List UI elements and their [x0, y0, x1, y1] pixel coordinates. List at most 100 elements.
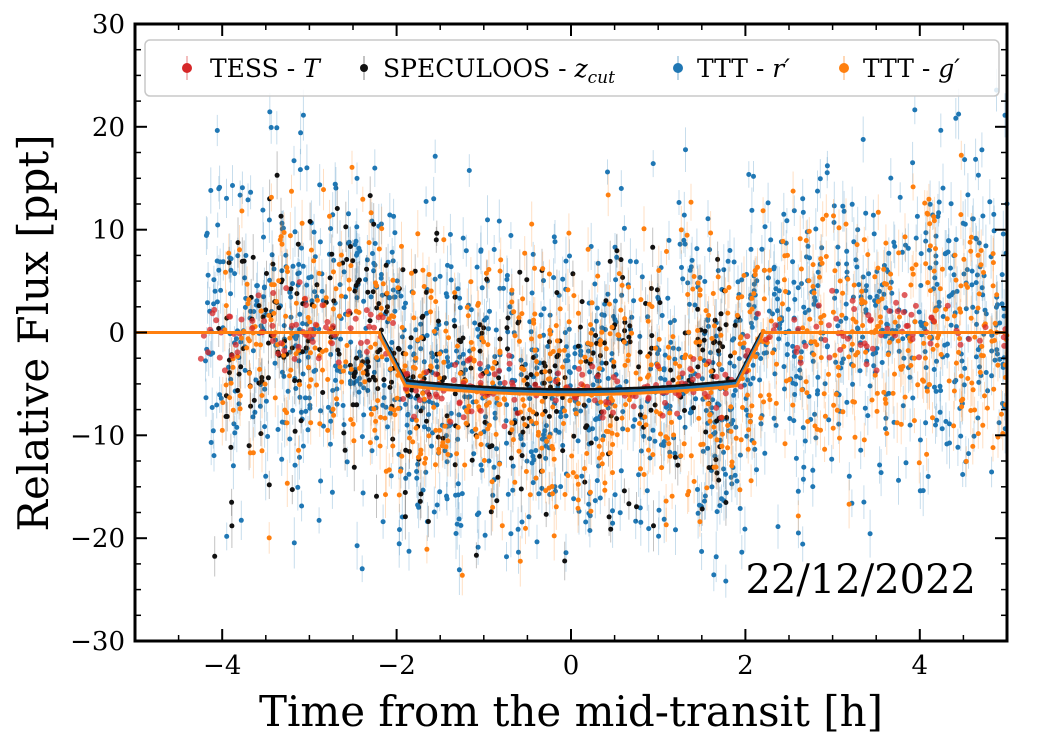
ttt-r-point	[389, 249, 395, 255]
ttt-g-point	[978, 262, 984, 268]
ttt-r-point	[478, 247, 484, 253]
ttt-r-point	[257, 403, 263, 409]
ttt-r-point	[662, 352, 668, 358]
ttt-g-point	[378, 305, 384, 311]
ttt-g-point	[550, 404, 556, 410]
ttt-g-point	[360, 196, 366, 202]
ttt-g-point	[916, 460, 922, 466]
ttt-g-point	[588, 322, 593, 328]
speculoos-point	[370, 374, 376, 380]
ttt-r-point	[414, 469, 420, 474]
ttt-r-point	[975, 415, 981, 421]
ttt-r-point	[646, 526, 652, 532]
ttt-r-point	[805, 243, 811, 249]
ttt-g-point	[610, 470, 615, 476]
ttt-r-point	[791, 418, 797, 424]
ttt-r-point	[835, 244, 841, 250]
ttt-r-point	[361, 412, 367, 418]
ttt-r-point	[424, 310, 430, 316]
ttt-r-point	[403, 475, 409, 481]
ttt-r-point	[926, 247, 932, 253]
ttt-r-point	[746, 172, 752, 177]
ttt-r-point	[871, 231, 877, 237]
ttt-r-point	[973, 280, 979, 286]
ttt-g-point	[641, 226, 647, 232]
ttt-r-point	[815, 269, 821, 275]
speculoos-point	[251, 397, 257, 403]
ttt-r-point	[432, 276, 438, 282]
ttt-r-point	[492, 415, 498, 421]
ttt-r-point	[633, 518, 639, 524]
ttt-g-point	[540, 266, 546, 272]
ttt-r-point	[429, 350, 435, 356]
ttt-r-point	[680, 276, 686, 282]
ttt-g-point	[831, 213, 836, 219]
ttt-r-point	[806, 307, 812, 313]
ttt-r-point	[263, 398, 269, 404]
ttt-r-point	[831, 220, 837, 225]
ttt-r-point	[714, 509, 720, 515]
speculoos-point	[555, 352, 561, 358]
ttt-g-point	[424, 546, 430, 552]
ttt-g-point	[879, 296, 885, 302]
ttt-r-point	[298, 409, 304, 415]
speculoos-point	[307, 219, 313, 224]
ttt-g-point	[599, 329, 605, 335]
ttt-g-point	[348, 417, 354, 423]
ttt-r-point	[394, 278, 400, 284]
ttt-r-point	[492, 354, 498, 360]
ttt-g-point	[913, 262, 919, 268]
ttt-r-point	[504, 554, 509, 560]
ttt-g-point	[529, 221, 535, 227]
speculoos-point	[347, 244, 353, 249]
ttt-r-point	[776, 336, 782, 342]
ttt-g-point	[782, 441, 788, 447]
ttt-g-point	[883, 240, 889, 246]
ttt-r-point	[413, 327, 419, 333]
ttt-g-point	[748, 478, 754, 484]
ttt-r-point	[856, 282, 862, 288]
ttt-r-point	[455, 286, 461, 292]
ttt-g-point	[888, 271, 894, 277]
ttt-r-point	[832, 295, 838, 301]
ttt-r-point	[281, 373, 287, 379]
ttt-r-point	[338, 336, 344, 342]
speculoos-point	[715, 256, 721, 262]
ttt-r-point	[843, 315, 849, 321]
ttt-r-point	[891, 239, 897, 245]
ttt-r-point	[692, 302, 698, 308]
ttt-g-point	[390, 443, 396, 449]
ttt-r-point	[933, 253, 939, 259]
ttt-r-point	[795, 488, 801, 494]
ttt-r-point	[414, 404, 420, 410]
ttt-r-point	[325, 404, 331, 410]
ttt-r-point	[860, 334, 866, 340]
ttt-g-point	[685, 292, 691, 297]
ttt-g-point	[379, 226, 385, 232]
ttt-g-point	[854, 242, 860, 248]
ttt-g-point	[539, 445, 545, 451]
ttt-r-point	[705, 445, 711, 451]
ttt-g-point	[629, 330, 635, 336]
ttt-g-point	[908, 363, 914, 368]
ttt-g-point	[666, 355, 672, 361]
ttt-r-point	[262, 386, 268, 392]
ttt-r-point	[343, 294, 348, 300]
ttt-g-point	[382, 415, 388, 421]
ttt-g-point	[840, 290, 846, 296]
ttt-g-point	[688, 453, 694, 459]
ttt-g-point	[734, 312, 740, 318]
ttt-r-point	[281, 323, 287, 329]
ttt-g-point	[820, 216, 826, 222]
ttt-g-point	[968, 248, 974, 254]
ttt-g-point	[728, 404, 734, 410]
ttt-g-point	[670, 334, 676, 340]
ttt-r-point	[443, 433, 449, 439]
ttt-r-point	[316, 517, 322, 523]
ttt-r-point	[505, 491, 511, 497]
ttt-g-point	[758, 393, 763, 399]
ttt-g-point	[704, 485, 710, 491]
ttt-r-point	[505, 329, 511, 335]
ttt-r-point	[863, 307, 869, 313]
speculoos-point	[396, 346, 402, 352]
